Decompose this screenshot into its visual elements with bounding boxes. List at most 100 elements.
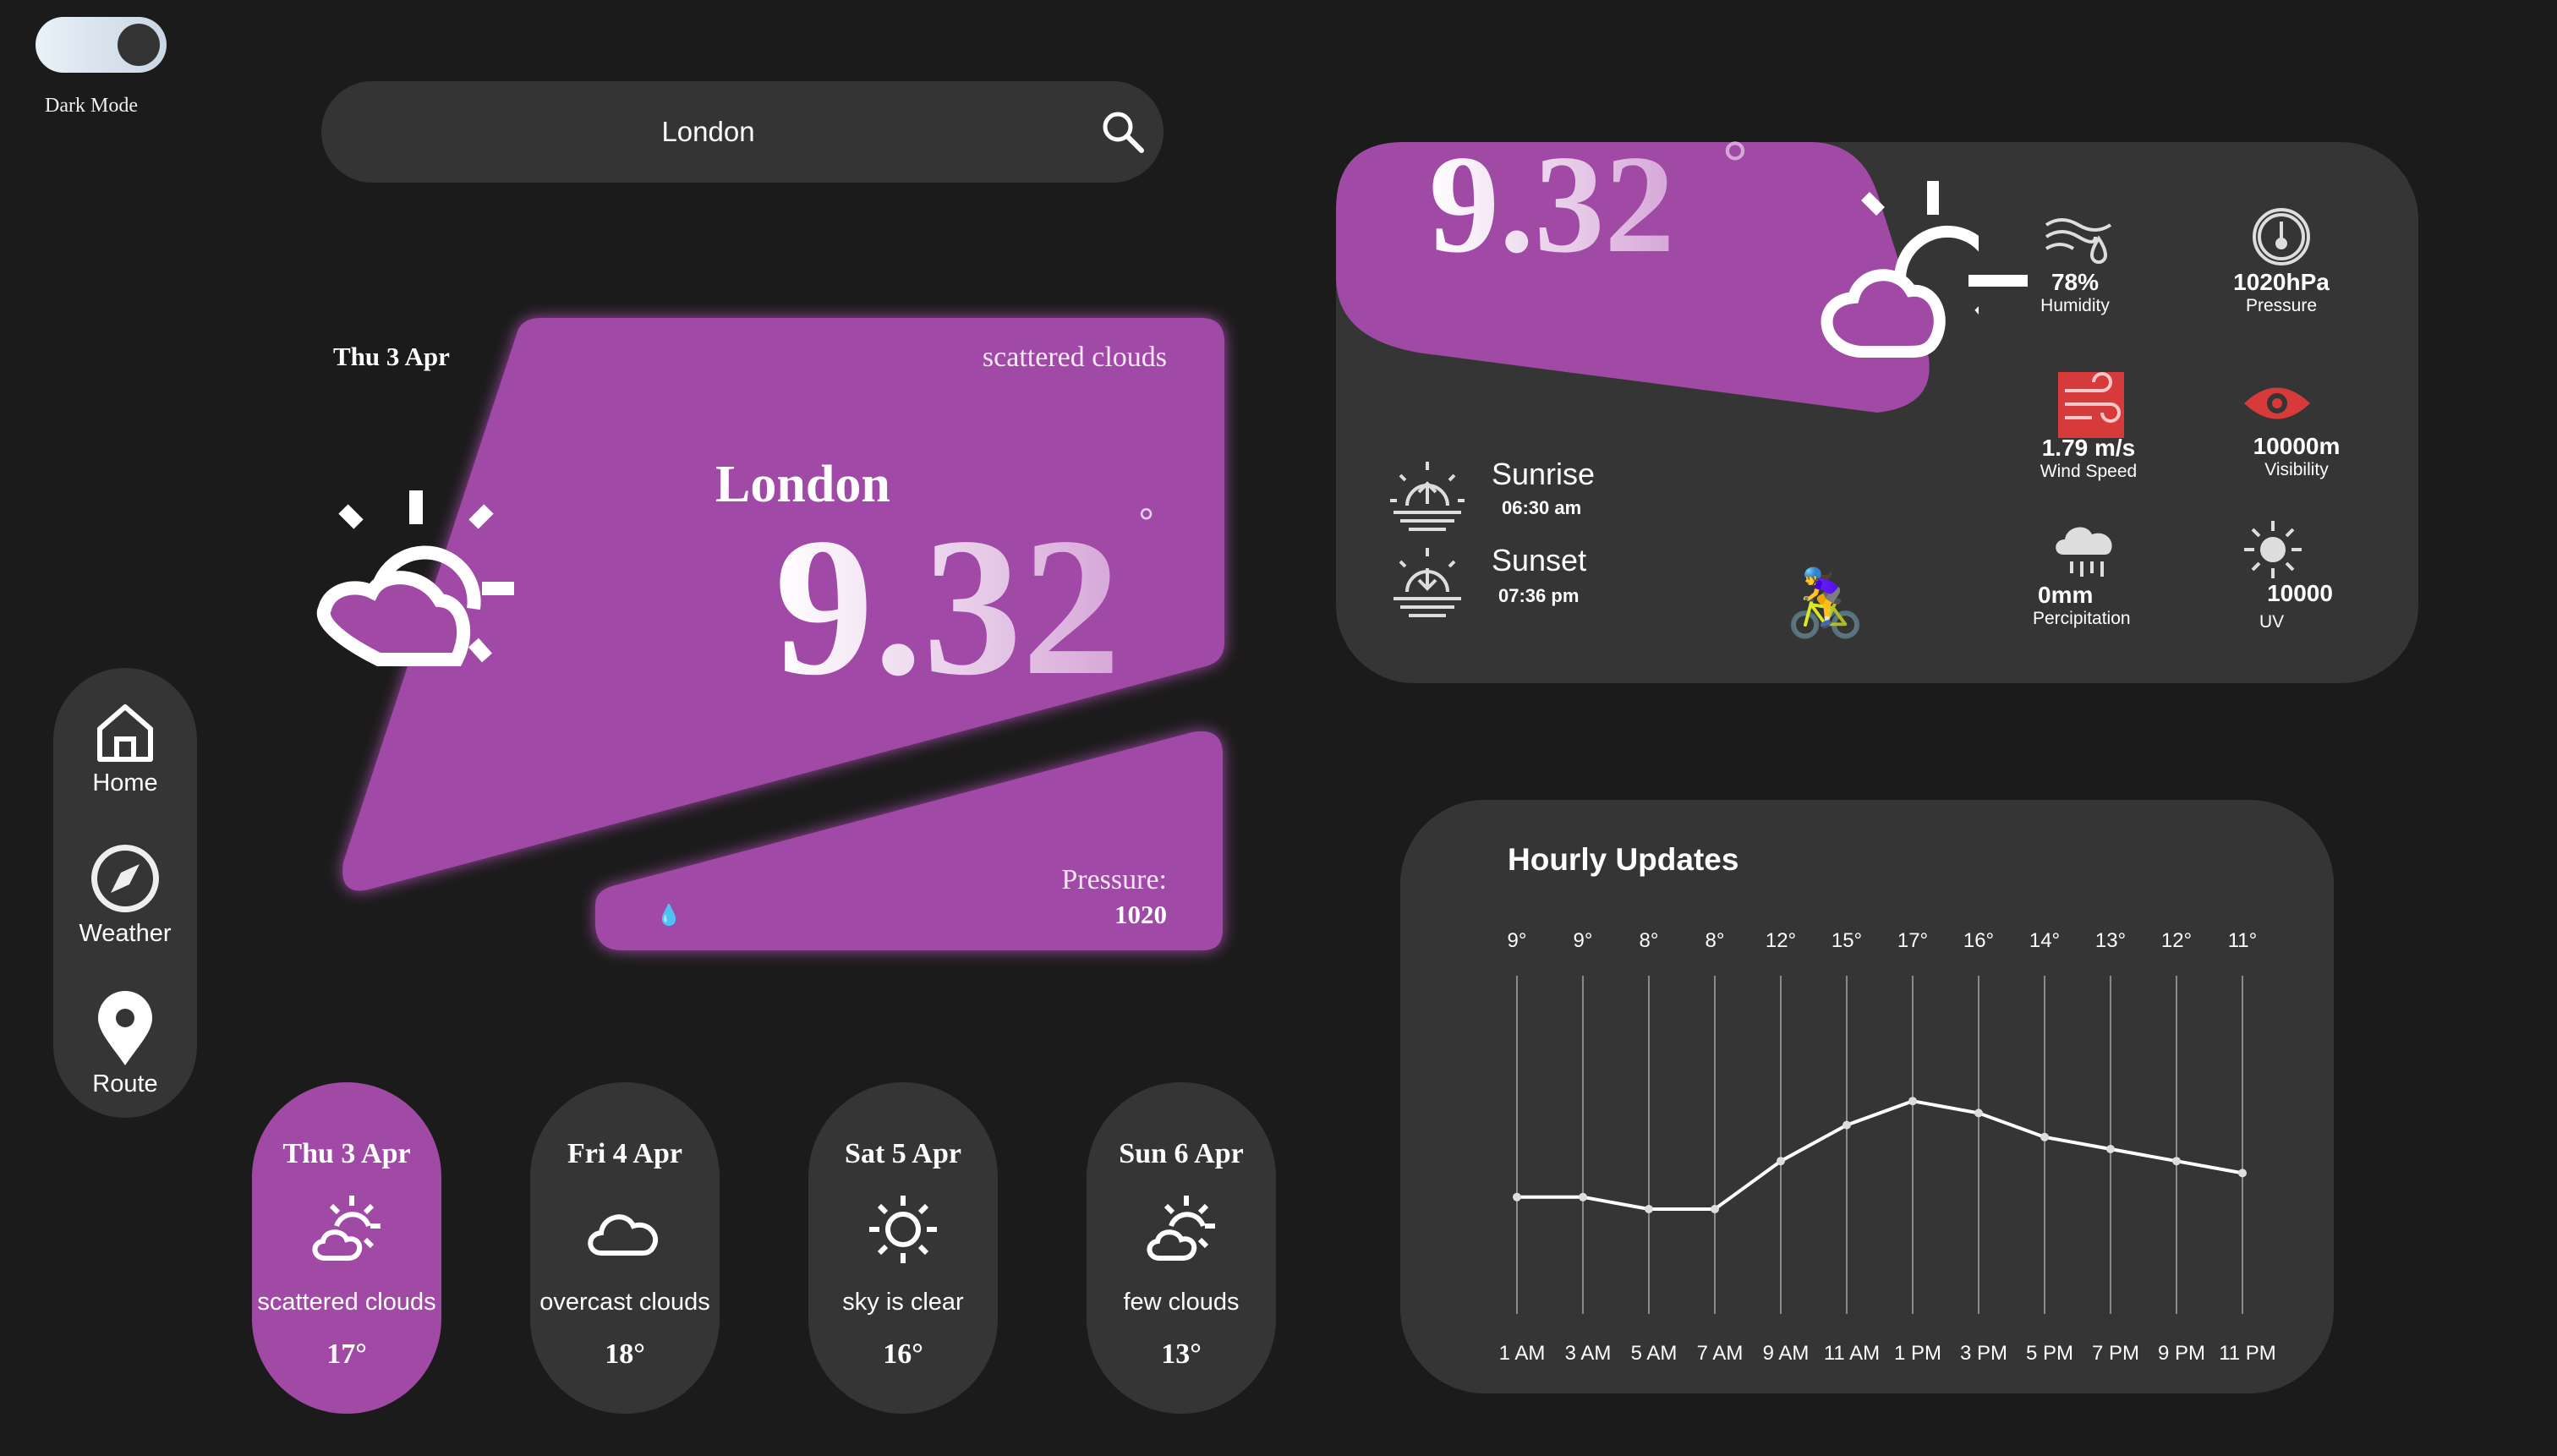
dark-mode-label: Dark Mode <box>45 95 138 117</box>
nav-item-weather[interactable]: Weather <box>53 840 197 948</box>
details-temp-banner <box>1336 142 1979 413</box>
uv-value: 10000 <box>2267 580 2333 606</box>
hourly-time-label: 3 AM <box>1565 1342 1612 1365</box>
pressure-hpa-label: Pressure <box>2245 296 2318 315</box>
pressure-hpa-value: 1020hPa <box>2233 269 2330 295</box>
humidity-drops-icon: 💧 <box>656 904 682 927</box>
forecast-temp: 17° <box>326 1338 367 1370</box>
dark-mode-toggle[interactable] <box>36 17 167 73</box>
sunset-time: 07:36 pm <box>1498 585 1580 606</box>
hourly-time-label: 11 PM <box>2219 1342 2276 1365</box>
hourly-time-label: 7 AM <box>1697 1342 1744 1365</box>
toggle-knob <box>118 24 160 66</box>
rain-icon <box>2056 527 2112 577</box>
nav-item-home[interactable]: Home <box>53 698 197 797</box>
forecast-date: Sat 5 Apr <box>845 1138 961 1169</box>
pressure-stat: 1020hPa Pressure <box>2207 269 2356 316</box>
humidity-value: 78% <box>2051 269 2100 295</box>
hourly-point <box>1974 1108 1983 1118</box>
wind-value: 1.79 m/s <box>2041 435 2136 461</box>
home-icon <box>97 704 153 762</box>
hourly-temp-label: 14° <box>2029 929 2060 952</box>
current-degree: ° <box>1138 501 1155 546</box>
partly-cloudy-icon <box>1821 181 1979 358</box>
hourly-temp-label: 9° <box>1508 929 1527 952</box>
search-bar[interactable] <box>321 81 1164 183</box>
wind-label: Wind Speed <box>2040 462 2138 481</box>
details-degree: ° <box>1722 128 1749 203</box>
nav-label-weather: Weather <box>79 920 172 947</box>
hourly-time-label: 9 AM <box>1763 1342 1810 1365</box>
hourly-temp-label: 8° <box>1706 929 1725 952</box>
humidity-icon <box>2045 218 2112 264</box>
sunrise-label: Sunrise <box>1492 457 1596 491</box>
hourly-point <box>1908 1097 1917 1106</box>
current-city: London <box>715 456 890 513</box>
forecast-description: overcast clouds <box>539 1289 710 1316</box>
wind-stat: 1.79 m/s Wind Speed <box>2026 435 2151 482</box>
forecast-description: sky is clear <box>842 1289 964 1316</box>
forecast-temp: 18° <box>605 1338 645 1370</box>
forecast-day-3[interactable]: Sat 5 Apr sky is clear 16° <box>808 1082 998 1414</box>
hourly-temp-label: 17° <box>1897 929 1928 952</box>
sun-ray-icon <box>1968 275 2028 287</box>
hourly-temp-label: 15° <box>1832 929 1862 952</box>
hourly-point <box>1645 1205 1653 1213</box>
current-date: Thu 3 Apr <box>333 342 450 371</box>
visibility-eye-icon <box>2244 387 2310 419</box>
precipitation-label: Percipitation <box>2033 609 2131 628</box>
hourly-time-label: 3 PM <box>1960 1342 2007 1365</box>
forecast-day-2[interactable]: Fri 4 Apr overcast clouds 18° <box>530 1082 720 1414</box>
nav-label-home: Home <box>92 769 158 796</box>
nav-item-route[interactable]: Route <box>53 991 197 1098</box>
partly-cloudy-icon <box>312 1196 381 1261</box>
hourly-point <box>2172 1157 2181 1166</box>
hourly-point <box>1842 1120 1851 1130</box>
forecast-temp: 16° <box>883 1338 923 1370</box>
hourly-chart: 9° 1 AM 9° 3 AM 8° 5 AM 8° 7 AM 12° 9 AM 15° 11 AM 1… <box>1499 929 2276 1365</box>
hourly-time-label: 1 AM <box>1499 1342 1546 1365</box>
forecast-date: Sun 6 Apr <box>1119 1138 1244 1169</box>
uv-sun-icon <box>2244 521 2302 578</box>
hourly-time-label: 9 PM <box>2158 1342 2205 1365</box>
forecast-description: scattered clouds <box>257 1289 436 1316</box>
hourly-time-label: 5 AM <box>1631 1342 1678 1365</box>
hourly-point <box>1513 1192 1521 1201</box>
search-input[interactable]: London <box>661 116 755 147</box>
map-pin-icon <box>98 991 152 1065</box>
hourly-temp-label: 11° <box>2228 929 2258 952</box>
pressure-gauge-icon <box>2253 208 2310 265</box>
hourly-card <box>1400 800 2334 1393</box>
visibility-stat: 10000m Visibility <box>2231 433 2363 480</box>
details-temperature: 9.32 <box>1429 126 1675 282</box>
partly-cloudy-icon <box>1147 1196 1215 1261</box>
hourly-point <box>2238 1169 2247 1178</box>
visibility-label: Visibility <box>2264 460 2329 479</box>
hourly-time-label: 1 PM <box>1894 1342 1941 1365</box>
precipitation-value: 0mm <box>2038 582 2094 608</box>
forecast-date: Thu 3 Apr <box>282 1138 411 1169</box>
hourly-time-label: 7 PM <box>2092 1342 2139 1365</box>
search-icon[interactable] <box>1099 108 1147 156</box>
sunrise-time: 06:30 am <box>1502 497 1582 518</box>
uv-stat: 10000 <box>2249 580 2351 607</box>
hourly-temp-label: 12° <box>1766 929 1796 952</box>
hourly-title: Hourly Updates <box>1508 842 1739 877</box>
humidity-label: Humidity <box>2040 296 2110 315</box>
forecast-date: Fri 4 Apr <box>567 1138 682 1169</box>
pressure-value: 1020 <box>1114 900 1167 929</box>
hourly-temp-label: 9° <box>1574 929 1593 952</box>
forecast-day-4[interactable]: Sun 6 Apr few clouds 13° <box>1087 1082 1276 1414</box>
cyclist-icon: 🚴‍♀️ <box>1784 566 1867 640</box>
current-temperature: 9.32 <box>775 496 1121 716</box>
hourly-time-label: 11 AM <box>1824 1342 1880 1365</box>
hourly-temp-label: 8° <box>1640 929 1659 952</box>
hourly-point <box>2106 1145 2115 1153</box>
forecast-day-1[interactable]: Thu 3 Apr scattered clouds 17° <box>252 1082 441 1414</box>
humidity-stat: 78% Humidity <box>2026 269 2124 316</box>
pressure-label: Pressure: <box>1061 864 1167 895</box>
hourly-point <box>1777 1157 1785 1166</box>
hourly-point <box>1579 1192 1587 1201</box>
hourly-time-label: 5 PM <box>2026 1342 2073 1365</box>
precipitation-stat: 0mm Percipitation <box>2018 582 2143 629</box>
